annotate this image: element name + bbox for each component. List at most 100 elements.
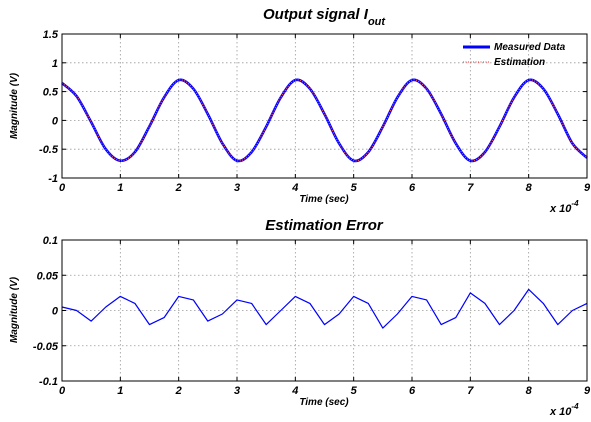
estimation-error-error-point bbox=[397, 313, 398, 314]
estimation-error-x-multiplier-exp: -4 bbox=[571, 402, 579, 411]
estimation-error-error-point bbox=[193, 299, 194, 300]
estimation-error-title: Estimation Error bbox=[265, 217, 384, 234]
estimation-error-error-point bbox=[324, 324, 325, 325]
output-signal-estimation-point bbox=[91, 122, 92, 123]
output-signal-estimation-point bbox=[397, 97, 398, 98]
estimation-error-x-tick-label: 9 bbox=[584, 385, 591, 397]
output-signal-y-tick-label: -0.5 bbox=[39, 144, 59, 156]
estimation-error-error-point bbox=[441, 324, 442, 325]
estimation-error-y-tick-label: -0.1 bbox=[39, 376, 58, 388]
output-signal-estimation-point bbox=[193, 88, 194, 89]
output-signal-estimation-point bbox=[236, 160, 237, 161]
estimation-error-y-tick-label: 0.1 bbox=[43, 235, 58, 247]
output-signal-x-tick-label: 8 bbox=[526, 182, 533, 194]
estimation-error-error-point bbox=[149, 324, 150, 325]
estimation-error-error-point bbox=[266, 324, 267, 325]
output-signal-x-tick-label: 6 bbox=[409, 182, 416, 194]
estimation-error-y-tick-label: 0.05 bbox=[37, 270, 59, 282]
output-signal-estimation-point bbox=[572, 143, 573, 144]
output-signal-estimation-point bbox=[382, 126, 383, 127]
estimation-error-error-point bbox=[543, 303, 544, 304]
estimation-error-error-point bbox=[455, 317, 456, 318]
output-signal-estimation-point bbox=[251, 152, 252, 153]
output-signal-estimation-point bbox=[499, 126, 500, 127]
output-signal-estimation-point bbox=[149, 126, 150, 127]
output-signal-estimation-point bbox=[120, 160, 121, 161]
output-signal-estimation-point bbox=[411, 80, 412, 81]
estimation-error-error-point bbox=[91, 321, 92, 322]
output-signal-estimation-point bbox=[441, 114, 442, 115]
output-signal-y-tick-label: 1 bbox=[52, 58, 58, 70]
output-signal-estimation-point bbox=[134, 152, 135, 153]
output-signal-x-tick-label: 4 bbox=[291, 182, 298, 194]
estimation-error-error-point bbox=[164, 317, 165, 318]
output-signal-estimation-point bbox=[514, 97, 515, 98]
output-signal-y-tick-label: -1 bbox=[48, 173, 58, 185]
output-signal-estimation-point bbox=[426, 88, 427, 89]
legend: Measured Data Estimation bbox=[463, 42, 566, 68]
estimation-error-error-point bbox=[514, 310, 515, 311]
output-signal-estimation-point bbox=[309, 88, 310, 89]
output-signal-x-tick-label: 7 bbox=[467, 182, 474, 194]
estimation-error-error-point bbox=[120, 296, 121, 297]
output-signal-chart: Output signal Iout 0 1 2 3 4 5 6 7 8 9 -1 -0.5 0 0.5 1… bbox=[9, 6, 591, 215]
output-signal-x-tick-label: 1 bbox=[117, 182, 123, 194]
output-signal-estimation-point bbox=[178, 80, 179, 81]
estimation-error-error-point bbox=[207, 321, 208, 322]
output-signal-x-tick-label: 2 bbox=[175, 182, 182, 194]
output-signal-y-tick-label: 0.5 bbox=[43, 87, 59, 99]
output-signal-y-tick-label: 0 bbox=[52, 115, 59, 127]
output-signal-estimation-point bbox=[280, 97, 281, 98]
estimation-error-error-point bbox=[572, 310, 573, 311]
output-signal-series-estimation bbox=[61, 79, 588, 162]
output-signal-estimation-point bbox=[455, 143, 456, 144]
estimation-error-x-tick-label: 6 bbox=[409, 385, 416, 397]
legend-label-measured-data: Measured Data bbox=[494, 42, 566, 53]
estimation-error-error-point bbox=[528, 289, 529, 290]
estimation-error-series-error bbox=[61, 288, 588, 329]
estimation-error-error-point bbox=[76, 310, 77, 311]
output-signal-estimation-point bbox=[295, 80, 296, 81]
output-signal-plot-frame bbox=[61, 33, 588, 179]
output-signal-estimation-point bbox=[557, 114, 558, 115]
estimation-error-error-point bbox=[236, 299, 237, 300]
estimation-error-x-tick-label: 7 bbox=[467, 385, 474, 397]
estimation-error-xlabel: Time (sec) bbox=[299, 397, 349, 408]
estimation-error-error-point bbox=[280, 310, 281, 311]
output-signal-estimation-point bbox=[266, 126, 267, 127]
output-signal-y-tick-label: 1.5 bbox=[43, 29, 59, 41]
estimation-error-error-point bbox=[134, 303, 135, 304]
output-signal-estimation-point bbox=[164, 97, 165, 98]
estimation-error-error-point bbox=[382, 328, 383, 329]
estimation-error-x-tick-label: 5 bbox=[351, 385, 358, 397]
estimation-error-x-tick-label: 0 bbox=[59, 385, 66, 397]
estimation-error-error-point bbox=[470, 292, 471, 293]
output-signal-estimation-point bbox=[353, 160, 354, 161]
output-signal-x-tick-label: 0 bbox=[59, 182, 66, 194]
estimation-error-error-point bbox=[411, 296, 412, 297]
estimation-error-error-point bbox=[105, 306, 106, 307]
output-signal-xlabel: Time (sec) bbox=[299, 194, 349, 205]
estimation-error-chart: Estimation Error 0 1 2 3 4 5 6 7 8 9 -0.1 -0.05 0 0.0… bbox=[9, 217, 591, 418]
estimation-error-error-point bbox=[499, 324, 500, 325]
estimation-error-error-point bbox=[251, 303, 252, 304]
output-signal-estimation-point bbox=[105, 149, 106, 150]
output-signal-estimation-point bbox=[207, 114, 208, 115]
estimation-error-error-point bbox=[353, 296, 354, 297]
output-signal-estimation-point bbox=[543, 88, 544, 89]
estimation-error-x-multiplier: x 10-4 bbox=[549, 402, 579, 418]
estimation-error-ylabel: Magnitude (V) bbox=[9, 276, 20, 343]
estimation-error-error-point bbox=[309, 303, 310, 304]
legend-label-estimation: Estimation bbox=[494, 57, 545, 68]
estimation-error-y-tick-label: -0.05 bbox=[33, 341, 59, 353]
output-signal-title: Output signal Iout bbox=[263, 6, 386, 28]
estimation-error-x-tick-label: 3 bbox=[234, 385, 240, 397]
output-signal-x-multiplier: x 10-4 bbox=[549, 199, 579, 215]
output-signal-estimation-point bbox=[368, 152, 369, 153]
output-signal-estimation-point bbox=[470, 160, 471, 161]
estimation-error-error-point bbox=[222, 313, 223, 314]
output-signal-estimation-point bbox=[528, 80, 529, 81]
estimation-error-error-point bbox=[426, 299, 427, 300]
output-signal-x-multiplier-exp: -4 bbox=[571, 199, 579, 208]
